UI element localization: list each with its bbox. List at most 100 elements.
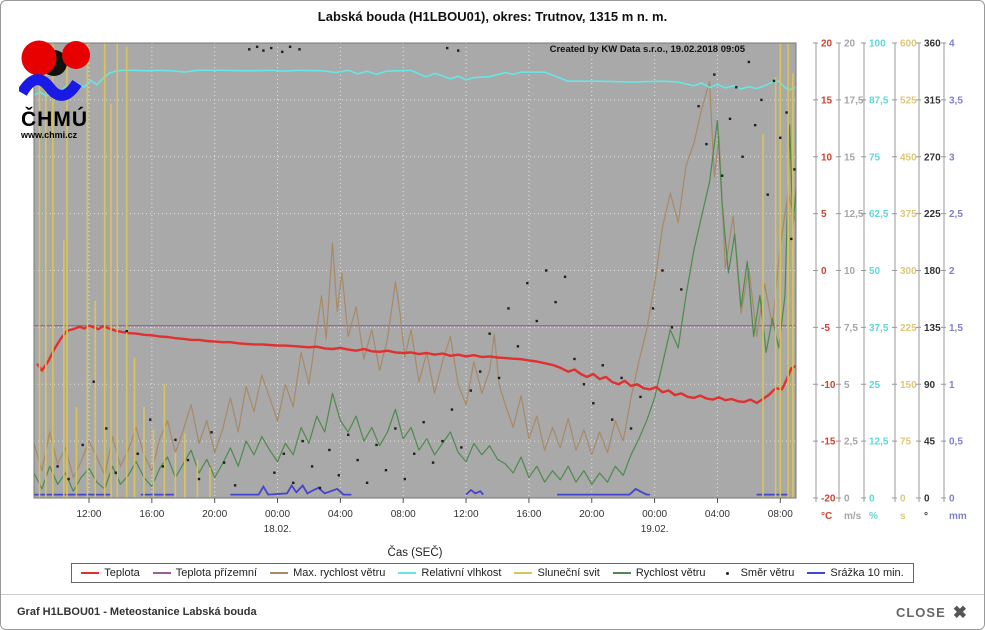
- x-axis-title: Čas (SEČ): [388, 546, 443, 559]
- svg-text:360: 360: [924, 39, 941, 50]
- plot-border: [33, 42, 797, 499]
- legend-item: Srážka 10 min.: [807, 567, 904, 579]
- svg-text:75: 75: [869, 152, 881, 163]
- svg-text:-15: -15: [821, 437, 836, 448]
- logo-url[interactable]: www.chmi.cz: [21, 130, 78, 140]
- legend-line-swatch: [807, 572, 826, 574]
- svg-text:19.02.: 19.02.: [641, 524, 669, 535]
- legend-line-swatch: [81, 572, 100, 574]
- legend-label: Sluneční svit: [537, 567, 600, 579]
- axis-s: 600 525 450 375 300 225 150 75 0 s: [892, 39, 917, 522]
- legend-line-swatch: [398, 572, 417, 574]
- svg-text:20: 20: [844, 39, 856, 50]
- series-mm-segments: [34, 483, 789, 496]
- legend-line-swatch: [152, 572, 171, 574]
- legend-line-swatch: [612, 572, 631, 574]
- axis-unit-ms: m/s: [844, 511, 862, 522]
- legend-row: Teplota Teplota přízemní Max. rychlost vět…: [1, 563, 984, 583]
- svg-text:16:00: 16:00: [516, 509, 541, 520]
- close-button[interactable]: CLOSE ✖: [896, 604, 968, 621]
- svg-text:4: 4: [949, 39, 955, 50]
- svg-text:87,5: 87,5: [869, 95, 889, 106]
- legend-dot-swatch: [725, 571, 729, 575]
- svg-text:525: 525: [900, 95, 917, 106]
- svg-text:12:00: 12:00: [76, 509, 101, 520]
- svg-text:2,5: 2,5: [949, 209, 963, 220]
- svg-text:0: 0: [821, 266, 827, 277]
- svg-text:75: 75: [900, 437, 912, 448]
- legend-label: Srážka 10 min.: [830, 567, 904, 579]
- axis-deg: 360 315 270 225 180 135 90 45 0 °: [916, 39, 941, 522]
- svg-text:20: 20: [821, 39, 833, 50]
- legend-label: Relativní vlhkost: [421, 567, 502, 579]
- legend-item: Směr větru: [719, 567, 795, 579]
- legend-item: Sluneční svit: [514, 567, 600, 579]
- svg-text:150: 150: [900, 380, 917, 391]
- svg-text:15: 15: [844, 152, 856, 163]
- logo-red-circle-left: [21, 40, 57, 76]
- svg-text:135: 135: [924, 323, 941, 334]
- svg-text:18.02.: 18.02.: [264, 524, 292, 535]
- svg-text:225: 225: [900, 323, 917, 334]
- svg-text:12:00: 12:00: [454, 509, 479, 520]
- axis-unit-mm: mm: [949, 511, 967, 522]
- svg-text:12,5: 12,5: [844, 209, 864, 220]
- svg-text:-5: -5: [821, 323, 830, 334]
- gridlines: [34, 43, 796, 498]
- svg-text:45: 45: [924, 437, 936, 448]
- legend-label: Teplota přízemní: [175, 567, 258, 579]
- svg-text:08:00: 08:00: [391, 509, 416, 520]
- chmi-logo-icon: [17, 40, 90, 101]
- legend-line-swatch: [270, 572, 289, 574]
- svg-text:270: 270: [924, 152, 941, 163]
- series-ms-line: [33, 81, 797, 479]
- axis-tempC: 20 15 10 5 0 -5 -10 -15 -20 °C: [813, 39, 836, 522]
- svg-text:12,5: 12,5: [869, 437, 889, 448]
- svg-text:10: 10: [821, 152, 833, 163]
- svg-text:10: 10: [844, 266, 856, 277]
- svg-text:0,5: 0,5: [949, 437, 963, 448]
- svg-text:20:00: 20:00: [202, 509, 227, 520]
- svg-text:0: 0: [844, 494, 850, 505]
- created-by-label: Created by KW Data s.r.o., 19.02.2018 09…: [549, 44, 745, 55]
- svg-text:90: 90: [924, 380, 936, 391]
- svg-text:00:00: 00:00: [265, 509, 290, 520]
- svg-text:315: 315: [924, 95, 941, 106]
- x-axis: 12:00 16:00 20:00 00:00 18.02. 04:00 08:00 12:0…: [76, 498, 793, 559]
- svg-text:225: 225: [924, 209, 941, 220]
- svg-text:0: 0: [869, 494, 875, 505]
- svg-text:20:00: 20:00: [579, 509, 604, 520]
- svg-text:1,5: 1,5: [949, 323, 963, 334]
- svg-text:50: 50: [869, 266, 881, 277]
- legend-label: Max. rychlost větru: [293, 567, 386, 579]
- axis-mm: 4 3,5 3 2,5 2 1,5 1 0,5 0 mm: [941, 39, 967, 522]
- legend-item: Relativní vlhkost: [398, 567, 501, 579]
- svg-text:100: 100: [869, 39, 886, 50]
- footer-title: Graf H1LBOU01 - Meteostanice Labská boud…: [17, 606, 257, 618]
- svg-text:3,5: 3,5: [949, 95, 963, 106]
- chmi-logo: ČHMÚ www.chmi.cz: [17, 39, 111, 140]
- svg-text:0: 0: [924, 494, 930, 505]
- legend: Teplota Teplota přízemní Max. rychlost vět…: [71, 563, 914, 583]
- legend-label: Teplota: [104, 567, 140, 579]
- axis-ms: 20 17,5 15 12,5 10 7,5 5 2,5 0 m/s: [836, 39, 864, 522]
- svg-text:5: 5: [821, 209, 827, 220]
- legend-item: Rychlost větru: [612, 567, 706, 579]
- series-layer: [33, 43, 797, 498]
- axis-unit-deg: °: [924, 511, 928, 522]
- svg-text:37,5: 37,5: [869, 323, 889, 334]
- svg-text:300: 300: [900, 266, 917, 277]
- svg-text:00:00: 00:00: [642, 509, 667, 520]
- close-label: CLOSE: [895, 604, 946, 620]
- svg-text:450: 450: [900, 152, 917, 163]
- footer: Graf H1LBOU01 - Meteostanice Labská boud…: [1, 594, 984, 629]
- series-tempC-line: [36, 324, 797, 405]
- series-pct-line: [33, 69, 797, 97]
- svg-text:17,5: 17,5: [844, 95, 864, 106]
- legend-label: Směr větru: [740, 567, 795, 579]
- logo-blue-wave: [17, 74, 82, 101]
- legend-item: Teplota přízemní: [152, 567, 258, 579]
- svg-text:16:00: 16:00: [139, 509, 164, 520]
- svg-text:0: 0: [949, 494, 955, 505]
- svg-text:04:00: 04:00: [705, 509, 730, 520]
